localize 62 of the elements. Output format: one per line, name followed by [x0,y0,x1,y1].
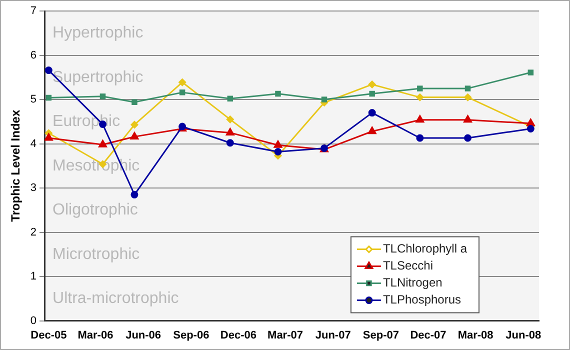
legend-label: TLChlorophyll a [382,242,468,256]
point [226,128,234,136]
point [130,120,138,128]
point [321,96,328,102]
point [416,134,424,142]
point [416,115,424,123]
x-tick-label: Sep-06 [173,329,210,342]
y-tick-label: 6 [30,49,37,62]
point [44,66,52,74]
point [464,115,472,123]
point [274,140,282,148]
x-tick-label: Jun-07 [315,329,351,342]
x-tick-label: Mar-06 [78,329,114,342]
point [464,134,472,142]
x-tick-label: Jun-06 [126,329,162,342]
point [44,133,53,141]
legend-label: TLNitrogen [382,276,442,290]
point [227,96,234,102]
x-tick-label: Dec-07 [410,329,446,342]
x-tick-label: Mar-07 [268,329,303,342]
point [416,94,424,102]
point [368,126,376,134]
legend-label: TLPhosphorus [382,292,462,307]
point [226,116,234,124]
point [98,140,107,148]
point [226,139,234,147]
point [46,94,52,101]
y-axis-title: Trophic Level Index [8,110,23,222]
legend-label: TLSecchi [382,258,433,273]
x-tick-label: Dec-05 [30,329,67,342]
x-tick-label: Dec-06 [220,329,256,342]
point [132,99,138,106]
y-tick-label: 7 [30,5,37,18]
annotation: Ultra-microtrophic [52,290,179,308]
point [100,94,106,100]
point [368,109,376,117]
y-tick-label: 0 [30,314,37,327]
point [526,118,535,126]
annotation: Hypertrophic [52,24,144,42]
point [417,86,423,92]
point [178,78,186,86]
point [464,94,472,102]
point [528,70,534,76]
y-tick-label: 1 [30,270,37,283]
y-tick-label: 2 [30,226,37,238]
point [526,124,534,132]
x-tick-label: Jun-08 [506,329,542,342]
y-tick-label: 3 [30,182,37,194]
y-tick-label: 4 [30,138,37,150]
point [464,86,471,92]
point [130,132,139,140]
point [368,80,376,88]
point [369,90,375,97]
point [274,148,282,156]
x-tick-label: Mar-08 [458,329,494,342]
y-tick-label: 5 [30,94,37,106]
x-tick-label: Sep-07 [362,329,399,342]
annotation: Oligotrophic [52,202,138,219]
point [275,90,281,97]
point [130,190,138,198]
point [179,90,186,96]
annotation: Microtrophic [52,246,140,263]
